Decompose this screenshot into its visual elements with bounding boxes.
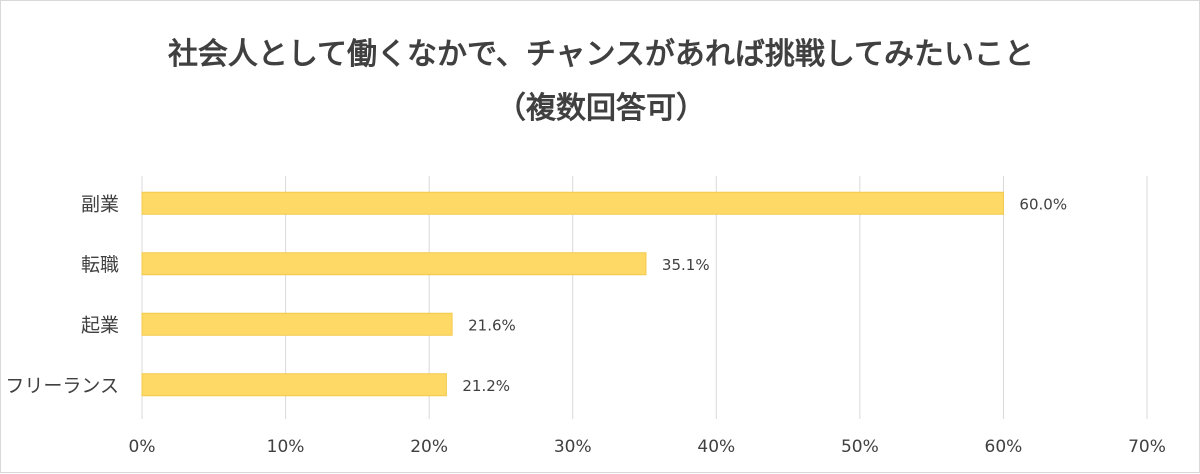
data-label: 21.6%	[468, 316, 516, 334]
x-tick-label: 10%	[267, 437, 305, 457]
data-label: 60.0%	[1019, 195, 1067, 213]
chart-title: 社会人として働くなかで、チャンスがあれば挑戦してみたいこと	[167, 37, 1035, 72]
bar	[141, 373, 447, 397]
x-tick-label: 50%	[841, 437, 879, 457]
x-tick-label: 40%	[697, 437, 735, 457]
data-label: 21.2%	[462, 377, 510, 395]
x-tick-label: 70%	[1128, 437, 1166, 457]
category-label: 副業	[81, 193, 119, 215]
category-label: フリーランス	[5, 375, 119, 397]
x-tick-label: 30%	[554, 437, 592, 457]
bar	[141, 252, 647, 276]
x-tick-label: 0%	[129, 437, 156, 457]
chart-subtitle: （複数回答可）	[496, 91, 706, 126]
bar	[141, 191, 1004, 215]
x-tick-label: 60%	[985, 437, 1023, 457]
category-label: 起業	[81, 314, 119, 336]
x-tick-label: 20%	[410, 437, 448, 457]
data-label: 35.1%	[662, 256, 710, 274]
category-label: 転職	[81, 254, 119, 276]
bar	[141, 312, 453, 336]
